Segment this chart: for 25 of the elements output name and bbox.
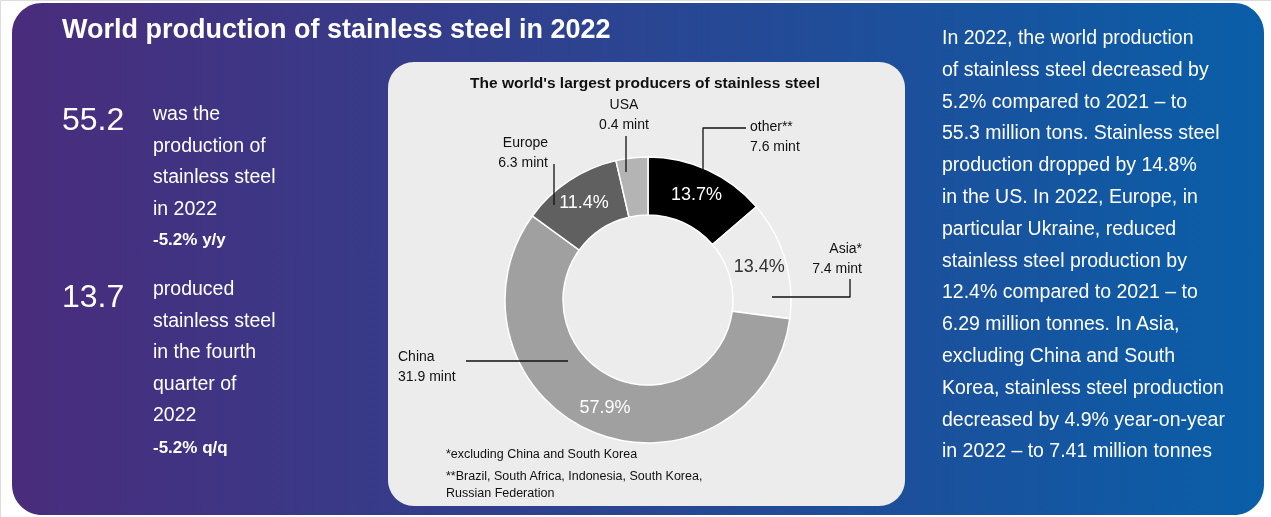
slice-label: Asia* xyxy=(829,240,863,256)
chart-title: The world's largest producers of stainless steel xyxy=(470,74,820,91)
slice-label: other** xyxy=(750,118,794,134)
slice-label: Europe xyxy=(502,134,549,150)
data-label: 57.9% xyxy=(579,396,631,417)
data-label: 13.4% xyxy=(733,255,785,276)
slice-label: China xyxy=(398,348,435,364)
text: 13.7 xyxy=(62,278,125,314)
text: -5.2% q/q xyxy=(153,438,228,457)
text: 0.4 mint xyxy=(599,116,649,132)
text: 55.2 xyxy=(62,101,125,137)
text: produced stainless steel in the fourth quarter of 2022 xyxy=(153,277,276,425)
text: *excluding China and South Korea xyxy=(446,447,638,461)
text: In 2022, the world production of stainless steel decreased by 5.2% compared to 2021 – to 55.3 million tons. Stainless steel production dropped by 14.8% in the US. In 2022, Europe, in particular Ukraine, reduced stainless steel production by 12.4% compared to 2021 – to 6.29 million tonnes. In Asia, excluding China and South Korea, stainless steel production decreased by 4.9% year-on-year in 2022 – to 7.41 million tonnes xyxy=(942,26,1225,462)
data-label: 13.7% xyxy=(670,183,722,204)
text: -5.2% y/y xyxy=(153,230,227,249)
text: **Brazil, South Africa, Indonesia, South Korea, Russian Federation xyxy=(446,469,703,500)
text: 31.9 mint xyxy=(398,368,456,384)
text: World production of stainless steel in 2022 xyxy=(62,14,611,44)
text: 7.4 mint xyxy=(812,260,863,276)
text: 6.3 mint xyxy=(498,154,549,170)
text: was the production of stainless steel in 2022 xyxy=(152,102,276,219)
data-label: 11.4% xyxy=(559,192,609,213)
text: 7.6 mint xyxy=(750,138,800,154)
slice-label: USA xyxy=(609,96,640,112)
